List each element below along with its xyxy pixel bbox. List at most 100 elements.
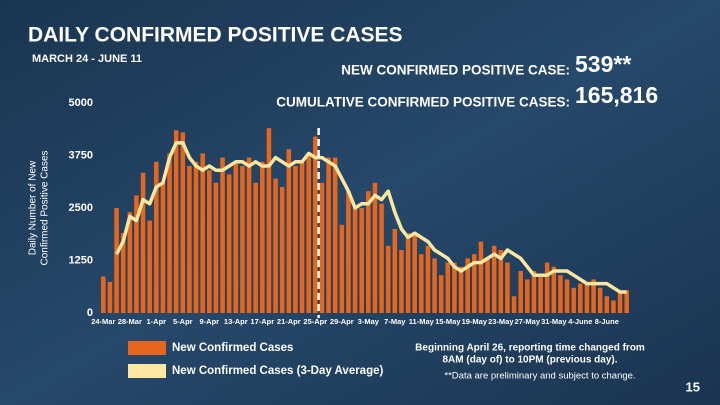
bar <box>419 254 424 313</box>
bar <box>458 266 464 313</box>
bar <box>114 208 119 313</box>
bar <box>233 161 239 313</box>
bar <box>134 195 139 313</box>
y-tick-label: 3750 <box>69 149 93 161</box>
bar <box>293 166 298 313</box>
bar <box>326 157 331 313</box>
bar <box>273 178 278 313</box>
bar <box>538 275 543 313</box>
bar <box>445 262 451 313</box>
footnote: **Data are preliminary and subject to ch… <box>444 371 635 382</box>
bar <box>160 182 166 313</box>
bar <box>193 161 199 313</box>
bar <box>485 258 490 313</box>
bar <box>584 283 590 313</box>
bar <box>511 296 517 313</box>
chart-title: DAILY CONFIRMED POSITIVE CASES <box>28 24 403 47</box>
bar <box>339 224 345 313</box>
legend-swatch <box>128 341 166 355</box>
bar <box>253 182 258 313</box>
bar <box>213 182 219 313</box>
x-tick-label: 29-Apr <box>330 317 354 326</box>
x-tick-label: 8-June <box>595 317 619 326</box>
x-tick-label: 11-May <box>409 317 435 326</box>
x-tick-label: 23-May <box>488 317 514 326</box>
y-tick-label: 1250 <box>69 254 93 266</box>
x-tick-label: 19-May <box>462 317 488 326</box>
bar <box>438 275 444 313</box>
bar <box>187 166 192 313</box>
bar <box>306 153 311 313</box>
bar <box>432 258 437 313</box>
x-tick-label: 27-May <box>515 317 541 326</box>
bar <box>551 266 557 313</box>
bar <box>366 191 371 313</box>
bar <box>452 262 457 313</box>
bar <box>260 161 265 313</box>
legend-label: New Confirmed Cases <box>172 342 293 354</box>
bar <box>412 233 417 313</box>
bar <box>604 296 610 313</box>
headline-label: NEW CONFIRMED POSITIVE CASE: <box>341 63 570 78</box>
bar <box>167 153 172 313</box>
x-tick-label: 1-Apr <box>147 317 167 326</box>
y-tick-label: 0 <box>87 307 93 319</box>
bar <box>372 182 378 313</box>
page-number: 15 <box>686 379 700 394</box>
bar <box>352 208 358 313</box>
bar <box>531 271 537 313</box>
x-tick-label: 17-Apr <box>250 317 274 326</box>
bar <box>173 130 179 313</box>
bar <box>591 279 596 313</box>
bar <box>313 136 318 313</box>
x-tick-label: 28-Mar <box>118 317 142 326</box>
bar <box>525 279 530 313</box>
bar <box>491 245 497 313</box>
bar <box>220 157 225 313</box>
bar <box>286 149 292 313</box>
bar <box>240 166 245 313</box>
subtitle: MARCH 24 - JUNE 11 <box>32 53 142 65</box>
bar <box>624 290 629 313</box>
bar <box>127 212 133 313</box>
bar <box>180 132 186 313</box>
bar <box>207 170 212 313</box>
bar <box>465 258 470 313</box>
bar <box>226 174 232 313</box>
bar <box>611 300 616 313</box>
legend-swatch <box>128 364 166 378</box>
x-tick-label: 13-Apr <box>224 317 248 326</box>
x-tick-label: 21-Apr <box>277 317 301 326</box>
bar <box>379 203 384 313</box>
x-tick-label: 5-Apr <box>173 317 193 326</box>
average-line <box>115 141 627 294</box>
bar <box>472 254 477 313</box>
y-axis-label: Confirmed Positive Cases <box>40 150 51 265</box>
x-tick-label: 7-May <box>384 317 406 326</box>
bar <box>319 182 325 313</box>
bar <box>385 245 391 313</box>
bar <box>120 233 126 313</box>
x-tick-label: 24-Mar <box>91 317 115 326</box>
bar <box>107 281 113 313</box>
bar <box>571 287 576 313</box>
x-tick-label: 3-May <box>358 317 380 326</box>
bar <box>597 287 603 313</box>
bar <box>246 157 252 313</box>
bar <box>578 283 583 313</box>
y-tick-label: 2500 <box>69 202 93 214</box>
headline-value: 539** <box>575 51 631 77</box>
y-axis-label: Daily Number of New <box>28 160 39 255</box>
bar <box>147 220 152 313</box>
x-tick-label: 9-Apr <box>200 317 220 326</box>
bar <box>332 157 338 313</box>
x-tick-label: 15-May <box>435 317 461 326</box>
x-tick-label: 31-May <box>541 317 567 326</box>
note: 8AM (day of) to 10PM (previous day). <box>442 355 617 366</box>
bar <box>392 229 398 313</box>
bar <box>617 292 623 313</box>
bar <box>425 245 431 313</box>
headline-value: 165,816 <box>575 82 658 108</box>
bar <box>405 233 411 313</box>
